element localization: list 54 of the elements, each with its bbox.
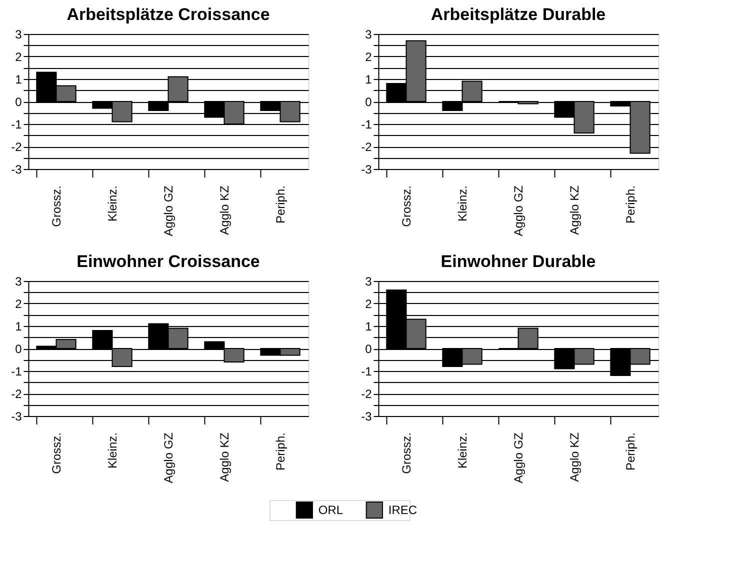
y-tick-label: -3 — [11, 410, 22, 424]
y-tick-label: 2 — [365, 50, 372, 64]
chart-title: Einwohner Croissance — [76, 252, 260, 271]
x-tick-label: Grossz. — [399, 186, 414, 227]
x-tick-label: Agglo GZ — [511, 432, 526, 484]
y-tick-label: 0 — [15, 342, 22, 356]
y-tick-label: 3 — [365, 274, 372, 288]
y-tick-label: 2 — [365, 297, 372, 311]
y-tick-label: -3 — [361, 162, 372, 176]
x-tick-label: Kleinz. — [455, 432, 470, 469]
y-tick-label: -2 — [361, 387, 372, 401]
legend-label: IREC — [388, 503, 418, 517]
y-tick-label: 1 — [365, 72, 372, 86]
y-tick-label: -3 — [361, 410, 372, 424]
chart-title: Arbeitsplätze Durable — [430, 5, 606, 24]
y-tick-label: 1 — [15, 72, 22, 86]
x-tick-label: Grossz. — [399, 432, 414, 474]
x-tick-label: Periph. — [623, 432, 638, 471]
y-tick-label: 3 — [365, 28, 372, 42]
x-tick-label: Periph. — [273, 432, 288, 471]
y-tick-label: 3 — [15, 28, 22, 42]
y-tick-label: -1 — [361, 364, 372, 378]
chart-title: Arbeitsplätze Croissance — [66, 5, 270, 24]
x-tick-label: Agglo KZ — [217, 432, 232, 482]
y-tick-label: -3 — [11, 162, 22, 176]
x-tick-label: Kleinz. — [105, 186, 120, 222]
y-tick-label: 2 — [15, 50, 22, 64]
chart-title: Einwohner Durable — [440, 252, 596, 271]
x-tick-label: Agglo KZ — [567, 432, 582, 482]
y-tick-label: -2 — [11, 140, 22, 154]
y-tick-label: -1 — [11, 364, 22, 378]
y-tick-label: -2 — [361, 140, 372, 154]
x-tick-label: Grossz. — [49, 432, 64, 474]
y-tick-label: 2 — [15, 297, 22, 311]
x-tick-label: Agglo KZ — [217, 186, 232, 235]
x-tick-label: Grossz. — [49, 186, 64, 227]
legend-label: ORL — [318, 503, 344, 517]
x-tick-label: Periph. — [273, 186, 288, 224]
y-tick-label: 1 — [15, 320, 22, 334]
x-tick-label: Agglo GZ — [511, 186, 526, 236]
y-tick-label: -1 — [361, 118, 372, 132]
x-tick-label: Agglo GZ — [161, 186, 176, 236]
y-tick-label: 1 — [365, 320, 372, 334]
y-tick-label: 0 — [365, 342, 372, 356]
y-tick-label: 0 — [365, 95, 372, 109]
x-tick-label: Agglo KZ — [567, 186, 582, 235]
y-tick-label: 0 — [15, 95, 22, 109]
x-tick-label: Kleinz. — [455, 186, 470, 222]
y-tick-label: -2 — [11, 387, 22, 401]
x-tick-label: Agglo GZ — [161, 432, 176, 484]
y-tick-label: -1 — [11, 118, 22, 132]
y-tick-label: 3 — [15, 274, 22, 288]
x-tick-label: Kleinz. — [105, 432, 120, 469]
x-tick-label: Periph. — [623, 186, 638, 224]
